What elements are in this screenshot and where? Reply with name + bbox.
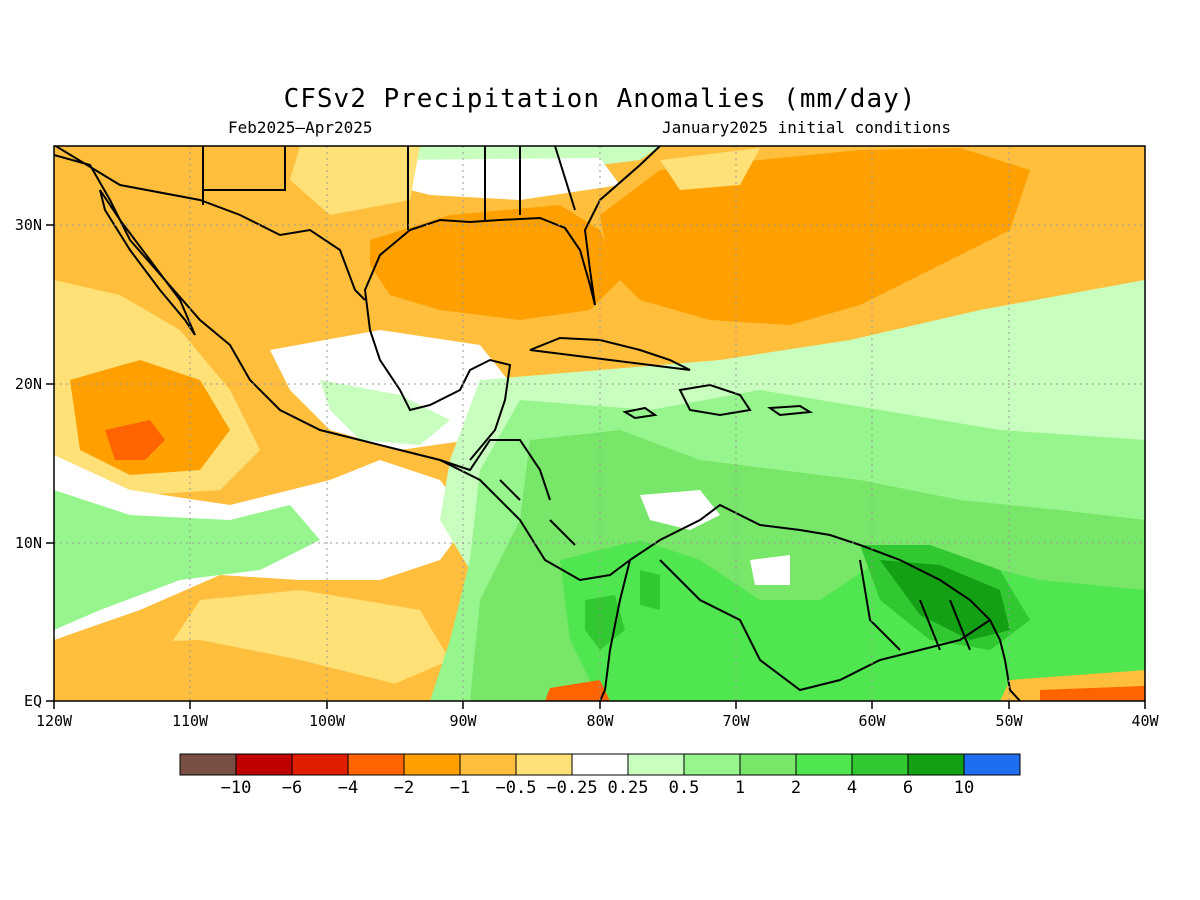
- colorbar-swatch: [795, 753, 853, 776]
- field-panama-heavy: [585, 595, 625, 650]
- lat-label: EQ: [24, 692, 42, 710]
- coastline-cuba: [529, 336, 691, 371]
- colorbar-label: 6: [903, 778, 913, 798]
- colorbar-swatch: [515, 753, 573, 776]
- lon-label: 120W: [36, 712, 73, 730]
- lon-label: 90W: [449, 712, 477, 730]
- colorbar-swatch: [963, 753, 1021, 776]
- field-mexico-wet: [320, 380, 450, 445]
- field-sepac-dry: [54, 640, 430, 701]
- axis-ticks: [46, 224, 1146, 709]
- lat-label: 20N: [15, 375, 42, 393]
- colorbar-label: 4: [847, 778, 857, 798]
- coastlines: [54, 146, 1021, 701]
- coastline-us-gulf: [409, 216, 596, 306]
- field-itcz-wet: [54, 490, 320, 630]
- field-us-dryweak: [290, 146, 420, 215]
- coastline-jamaica: [622, 406, 658, 420]
- field-gulf-dry: [370, 205, 620, 320]
- initial-conditions: January2025 initial conditions: [662, 118, 951, 137]
- field-atl-dryweak: [660, 148, 760, 190]
- colorbar-label: −1: [450, 778, 470, 798]
- field-guiana-extreme: [880, 560, 1010, 640]
- field-mexico-neutral: [270, 330, 520, 450]
- coastline-puerto-rico: [767, 404, 814, 417]
- coastline-florida-atlantic: [583, 146, 661, 306]
- anomaly-field: [54, 146, 1145, 701]
- colorbar-label: −0.5: [496, 778, 537, 798]
- colorbar-swatch: [403, 753, 461, 776]
- colorbar: [179, 753, 1021, 776]
- lon-label: 70W: [722, 712, 750, 730]
- lat-label: 30N: [15, 216, 42, 234]
- colorbar-swatch: [347, 753, 405, 776]
- lon-label: 40W: [1131, 712, 1159, 730]
- lon-label: 100W: [309, 712, 346, 730]
- field-atlantic-dry: [600, 148, 1030, 325]
- border-central-america: [439, 439, 576, 546]
- coastline-gulf: [363, 229, 512, 461]
- lat-labels: 30N 20N 10N EQ: [15, 216, 42, 710]
- lon-label: 80W: [586, 712, 614, 730]
- lon-label: 50W: [995, 712, 1023, 730]
- colorbar-label: 1: [735, 778, 745, 798]
- colorbar-label: −4: [338, 778, 358, 798]
- colorbar-swatch: [179, 753, 237, 776]
- colorbar-swatch: [291, 753, 349, 776]
- colorbar-swatch: [459, 753, 517, 776]
- coastline-south-america: [629, 503, 1021, 701]
- field-us-neutral: [380, 158, 620, 200]
- colorbar-swatch: [627, 753, 685, 776]
- lon-label: 60W: [858, 712, 886, 730]
- map-title: CFSv2 Precipitation Anomalies (mm/day): [283, 84, 917, 114]
- lat-label: 10N: [15, 534, 42, 552]
- lon-labels: 120W 110W 100W 90W 80W 70W 60W 50W 40W: [36, 712, 1160, 730]
- coastline-mexico-pacific: [54, 154, 631, 582]
- colorbar-swatch: [683, 753, 741, 776]
- colorbar-label: 2: [791, 778, 801, 798]
- colorbar-swatch: [907, 753, 965, 776]
- colorbar-label: 0.5: [669, 778, 700, 798]
- field-colombia-heavy: [640, 570, 660, 610]
- colorbar-label: −10: [221, 778, 252, 798]
- colorbar-swatch: [571, 753, 629, 776]
- colorbar-label: 10: [954, 778, 974, 798]
- field-guyana-neutral: [750, 555, 790, 585]
- border-sa-internal: [659, 559, 991, 692]
- colorbar-label: −6: [282, 778, 302, 798]
- colorbar-swatch: [235, 753, 293, 776]
- border-mexico-us: [54, 146, 366, 301]
- grid-lines: [54, 146, 1145, 701]
- border-us-states: [202, 146, 576, 230]
- field-eq-dry-west: [545, 680, 610, 701]
- colorbar-swatch: [739, 753, 797, 776]
- coastline-pacific-sa: [599, 559, 631, 701]
- coastline-hispaniola: [678, 383, 752, 417]
- forecast-period: Feb2025–Apr2025: [228, 118, 373, 137]
- colorbar-label: 0.25: [608, 778, 649, 798]
- field-eq-dry-core: [1040, 686, 1145, 701]
- colorbar-swatch: [851, 753, 909, 776]
- colorbar-label: −2: [394, 778, 414, 798]
- lon-label: 110W: [172, 712, 209, 730]
- field-epac-drycore: [105, 420, 165, 460]
- colorbar-labels: −10 −6 −4 −2 −1 −0.5 −0.25 0.25 0.5 1 2 4 6 10: [221, 778, 975, 798]
- colorbar-label: −0.25: [546, 778, 597, 798]
